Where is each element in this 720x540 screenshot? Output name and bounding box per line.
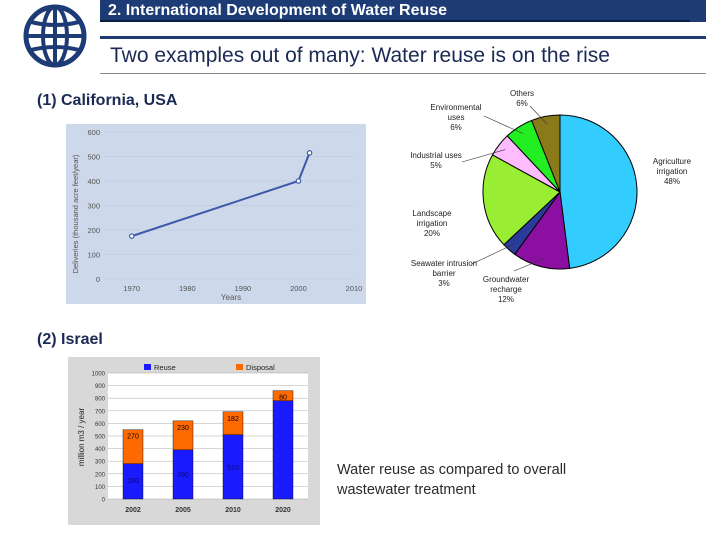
california-reuse-pie-chart: Agriculture irrigation 48% Groundwater recha… (410, 89, 692, 304)
x-tick-label: 1990 (235, 284, 252, 293)
y-tick-label: 400 (95, 447, 106, 453)
y-tick-label: 500 (87, 153, 100, 162)
y-tick-label: 800 (95, 397, 106, 403)
israel-reuse-bar-chart: 0 100 200 300 400 500 600 700 800 900 1000 270 280 2… (68, 357, 320, 525)
y-tick-label: 500 (95, 435, 106, 441)
data-label-reuse: 280 (127, 478, 139, 485)
data-label-disposal: 230 (177, 425, 189, 432)
x-tick-label: 2010 (225, 507, 241, 514)
y-axis-label: Deliveries (thousand acre feet/year) (71, 154, 80, 273)
y-tick-label: 400 (87, 177, 100, 186)
x-tick-label: 2020 (275, 507, 291, 514)
bar-disposal (272, 390, 294, 401)
legend-label-disposal: Disposal (246, 363, 275, 372)
x-tick-label: 2002 (125, 507, 141, 514)
bar-disposal (122, 429, 144, 464)
subtitle-box: Two examples out of many: Water reuse is… (100, 36, 706, 74)
pie-label: Seawater intrusion barrier 3% (411, 259, 477, 288)
pie-label: Landscape irrigation 20% (412, 209, 452, 238)
pie-slice (559, 114, 638, 269)
logo (22, 0, 100, 72)
pie-label: Industrial uses 5% (410, 151, 462, 170)
world-bank-globe-icon (23, 4, 87, 68)
pie-slice (482, 154, 561, 246)
y-tick-label: 1000 (92, 372, 106, 378)
x-tick-label: 1980 (179, 284, 196, 293)
pie-leader-line (483, 115, 523, 134)
legend-swatch-reuse (144, 364, 151, 370)
pie-leader-line (529, 105, 548, 125)
title-bar: 2. International Development of Water Re… (100, 0, 690, 22)
pie-leader-line (513, 258, 543, 272)
pie-slice (531, 114, 561, 193)
bar-disposal (222, 411, 244, 435)
title-accent (690, 0, 706, 22)
page-title: 2. International Development of Water Re… (108, 2, 448, 19)
y-tick-label: 100 (87, 251, 100, 260)
data-point (128, 233, 135, 239)
y-tick-label: 300 (95, 460, 106, 466)
y-tick-label: 100 (95, 485, 106, 491)
y-tick-label: 600 (95, 422, 106, 428)
y-tick-label: 200 (95, 472, 106, 478)
bar-disposal (172, 420, 194, 451)
y-axis-label: million m3 / year (77, 408, 86, 467)
data-label-disposal: 270 (127, 434, 139, 441)
x-tick-label: 2010 (346, 284, 363, 293)
legend-label-reuse: Reuse (154, 363, 176, 372)
chart-note: Water reuse as compared to overall waste… (337, 462, 567, 498)
x-tick-label: 2005 (175, 507, 191, 514)
y-tick-label: 900 (95, 384, 106, 390)
x-tick-label: 2000 (290, 284, 307, 293)
data-label-disposal: 182 (227, 416, 239, 423)
page-subtitle: Two examples out of many: Water reuse is… (110, 44, 610, 67)
y-tick-label: 0 (102, 498, 106, 504)
y-tick-label: 700 (95, 409, 106, 415)
pie-label: Groundwater recharge 12% (483, 275, 530, 304)
data-point (295, 178, 302, 184)
data-label-reuse: 390 (177, 472, 189, 479)
chart-background (66, 124, 366, 304)
bar-reuse (272, 400, 294, 500)
y-tick-label: 300 (87, 202, 100, 211)
pie-label: Others 6% (510, 89, 534, 108)
data-label-disposal: 80 (279, 395, 287, 402)
y-tick-label: 200 (87, 226, 100, 235)
x-tick-label: 1970 (123, 284, 140, 293)
pie-leader-line (471, 243, 515, 265)
data-label-reuse: 510 (227, 465, 239, 472)
legend-swatch-disposal (236, 364, 243, 370)
y-tick-label: 600 (87, 128, 100, 137)
california-deliveries-chart: 0 100 200 300 400 500 600 1970 1980 1990 2000 2010… (66, 124, 366, 304)
pie-label: Agriculture irrigation 48% (653, 157, 692, 186)
section-label-israel: (2) Israel (37, 331, 103, 348)
x-axis-label: Years (221, 293, 241, 302)
pie-leader-line (461, 149, 506, 163)
data-point (306, 150, 313, 156)
pie-label: Environmental uses 6% (430, 103, 481, 132)
section-label-california: (1) California, USA (37, 92, 178, 109)
y-tick-label: 0 (96, 275, 100, 284)
